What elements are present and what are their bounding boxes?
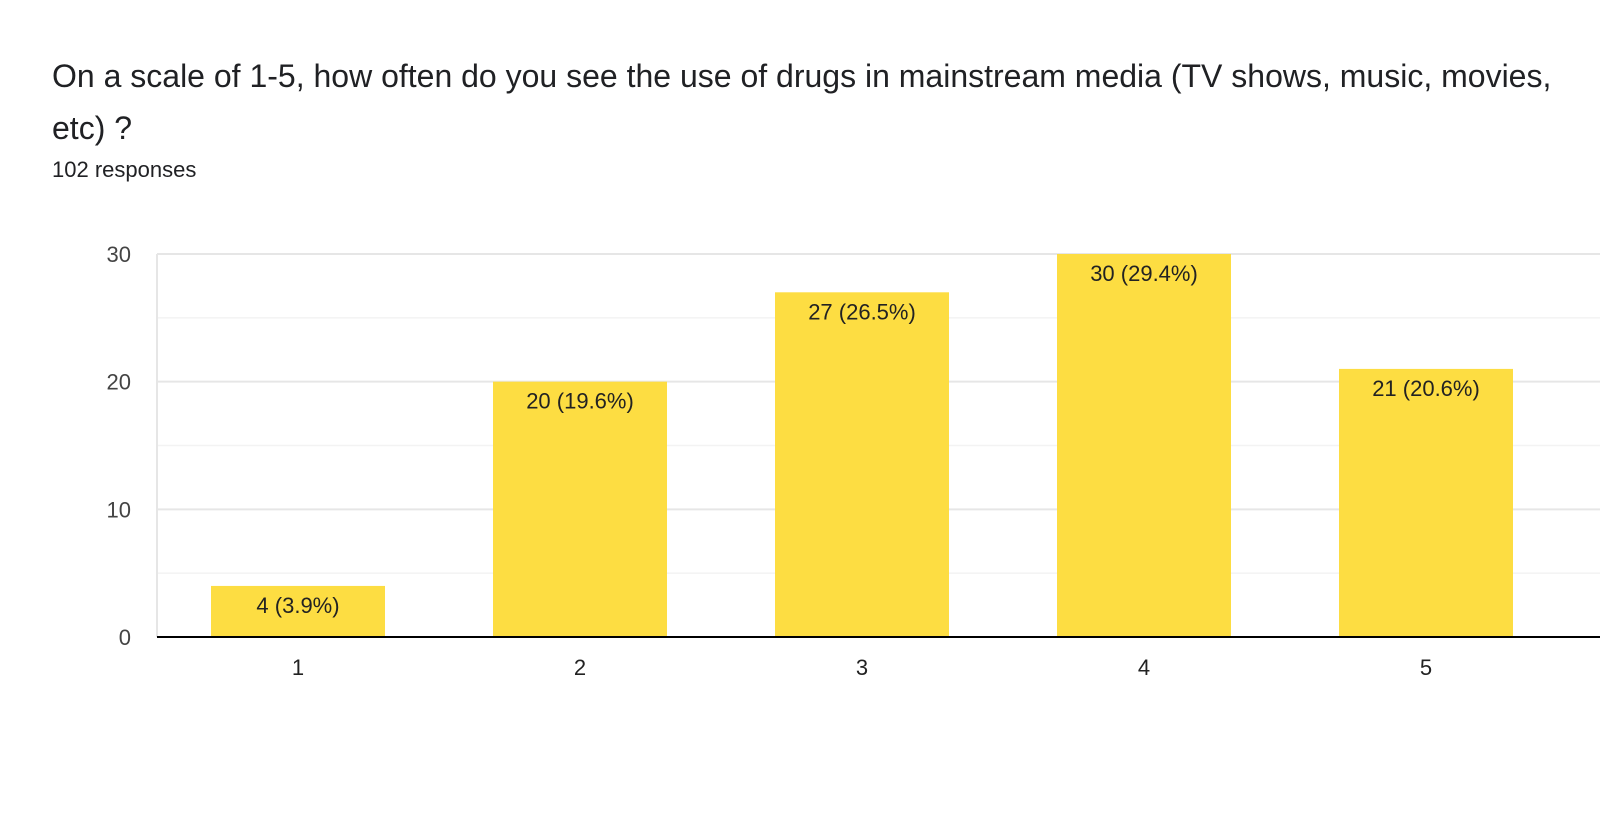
x-tick-label-5: 5 bbox=[1420, 655, 1432, 680]
x-tick-label-2: 2 bbox=[574, 655, 586, 680]
data-label-2: 20 (19.6%) bbox=[526, 389, 634, 414]
response-count: 102 responses bbox=[52, 157, 197, 182]
bar-5[interactable] bbox=[1339, 368, 1513, 637]
x-tick-label-3: 3 bbox=[856, 655, 868, 680]
data-label-3: 27 (26.5%) bbox=[808, 299, 916, 324]
bar-1[interactable] bbox=[211, 585, 385, 637]
x-tick-label-4: 4 bbox=[1138, 655, 1150, 680]
data-label-5: 21 (20.6%) bbox=[1372, 376, 1480, 401]
bar-2[interactable] bbox=[493, 381, 667, 637]
bar-3[interactable] bbox=[775, 292, 949, 637]
bar-4[interactable] bbox=[1057, 254, 1231, 637]
question-title: On a scale of 1-5, how often do you see … bbox=[52, 58, 1552, 146]
labels: 0 10 20 30 4 (3.9%) 1 20 (19.6%) 2 27 (26.5%) 3 30… bbox=[107, 242, 1480, 680]
data-label-4: 30 (29.4%) bbox=[1090, 261, 1198, 286]
bars bbox=[211, 254, 1513, 637]
y-tick-label: 30 bbox=[107, 242, 131, 267]
y-tick-label: 10 bbox=[107, 497, 131, 522]
y-tick-label: 0 bbox=[119, 625, 131, 650]
y-tick-label: 20 bbox=[107, 370, 131, 395]
data-label-1: 4 (3.9%) bbox=[256, 593, 339, 618]
x-tick-label-1: 1 bbox=[292, 655, 304, 680]
